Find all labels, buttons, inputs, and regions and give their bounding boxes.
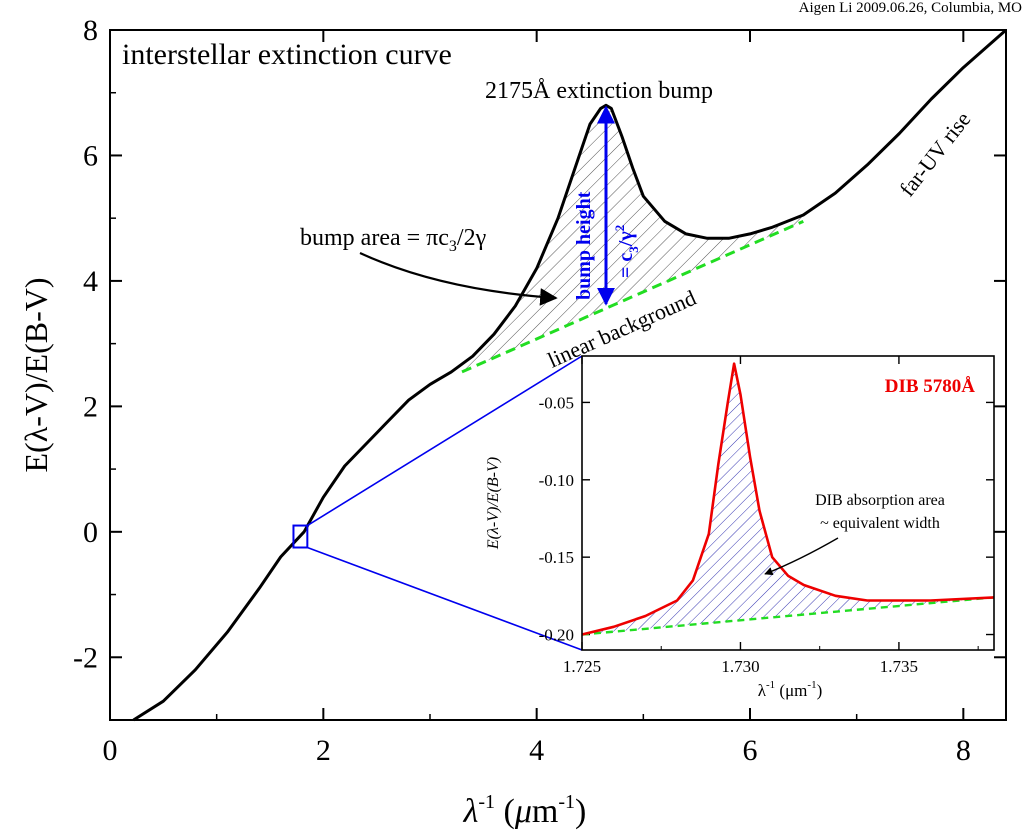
main-ytick-label: 2 bbox=[83, 390, 98, 423]
main-ytick-label: -2 bbox=[73, 641, 98, 674]
inset-title: DIB 5780Å bbox=[885, 376, 976, 397]
inset-ytick-label: -0.15 bbox=[539, 548, 574, 567]
bump-area-tail: /2γ bbox=[457, 225, 487, 251]
main-ytick-label: 0 bbox=[83, 516, 98, 549]
dib-area-line1: DIB absorption area bbox=[815, 492, 945, 509]
main-xtick-label: 8 bbox=[956, 734, 971, 767]
bump-height-eq-text: = c bbox=[615, 253, 637, 278]
bump-area-text: bump area = πc bbox=[300, 225, 449, 251]
main-ytick-label: 4 bbox=[83, 265, 98, 298]
main-xtick-label: 2 bbox=[316, 734, 331, 767]
inset-xlabel: λ-1 (μm-1) bbox=[758, 679, 823, 700]
bump-area-label: bump area = πc3/2γ bbox=[300, 225, 487, 255]
main-ytick-label: 8 bbox=[83, 14, 98, 47]
inset-ylabel: E(λ-V)/E(B-V) bbox=[485, 457, 502, 550]
bump-height-eq-sup: 2 bbox=[612, 225, 627, 232]
dib-area-line2: ~ equivalent width bbox=[820, 515, 940, 532]
inset-ytick-label: -0.20 bbox=[539, 626, 574, 645]
bump-height-eq-tail: /γ bbox=[615, 231, 637, 248]
bump-height-label: bump height bbox=[573, 191, 595, 300]
bump-label: 2175Å extinction bump bbox=[485, 78, 713, 104]
bump-area-sub: 3 bbox=[449, 238, 457, 255]
main-xtick-label: 4 bbox=[529, 734, 544, 767]
main-xlabel: λ-1 (μm-1) bbox=[463, 791, 587, 830]
main-xtick-label: 0 bbox=[103, 734, 118, 767]
zoom-connector-top bbox=[307, 356, 582, 526]
main-ylabel: E(λ-V)/E(B-V) bbox=[18, 278, 54, 473]
chart-title: interstellar extinction curve bbox=[122, 38, 452, 71]
inset-xtick-label: 1.725 bbox=[563, 657, 601, 676]
main-xtick-label: 6 bbox=[743, 734, 758, 767]
far-uv-label: far-UV rise bbox=[894, 107, 975, 201]
inset-ytick-label: -0.10 bbox=[539, 471, 574, 490]
inset-xtick-label: 1.735 bbox=[880, 657, 918, 676]
inset-ytick-label: -0.05 bbox=[539, 393, 574, 412]
main-ytick-label: 6 bbox=[83, 139, 98, 172]
inset-xtick-label: 1.730 bbox=[721, 657, 759, 676]
